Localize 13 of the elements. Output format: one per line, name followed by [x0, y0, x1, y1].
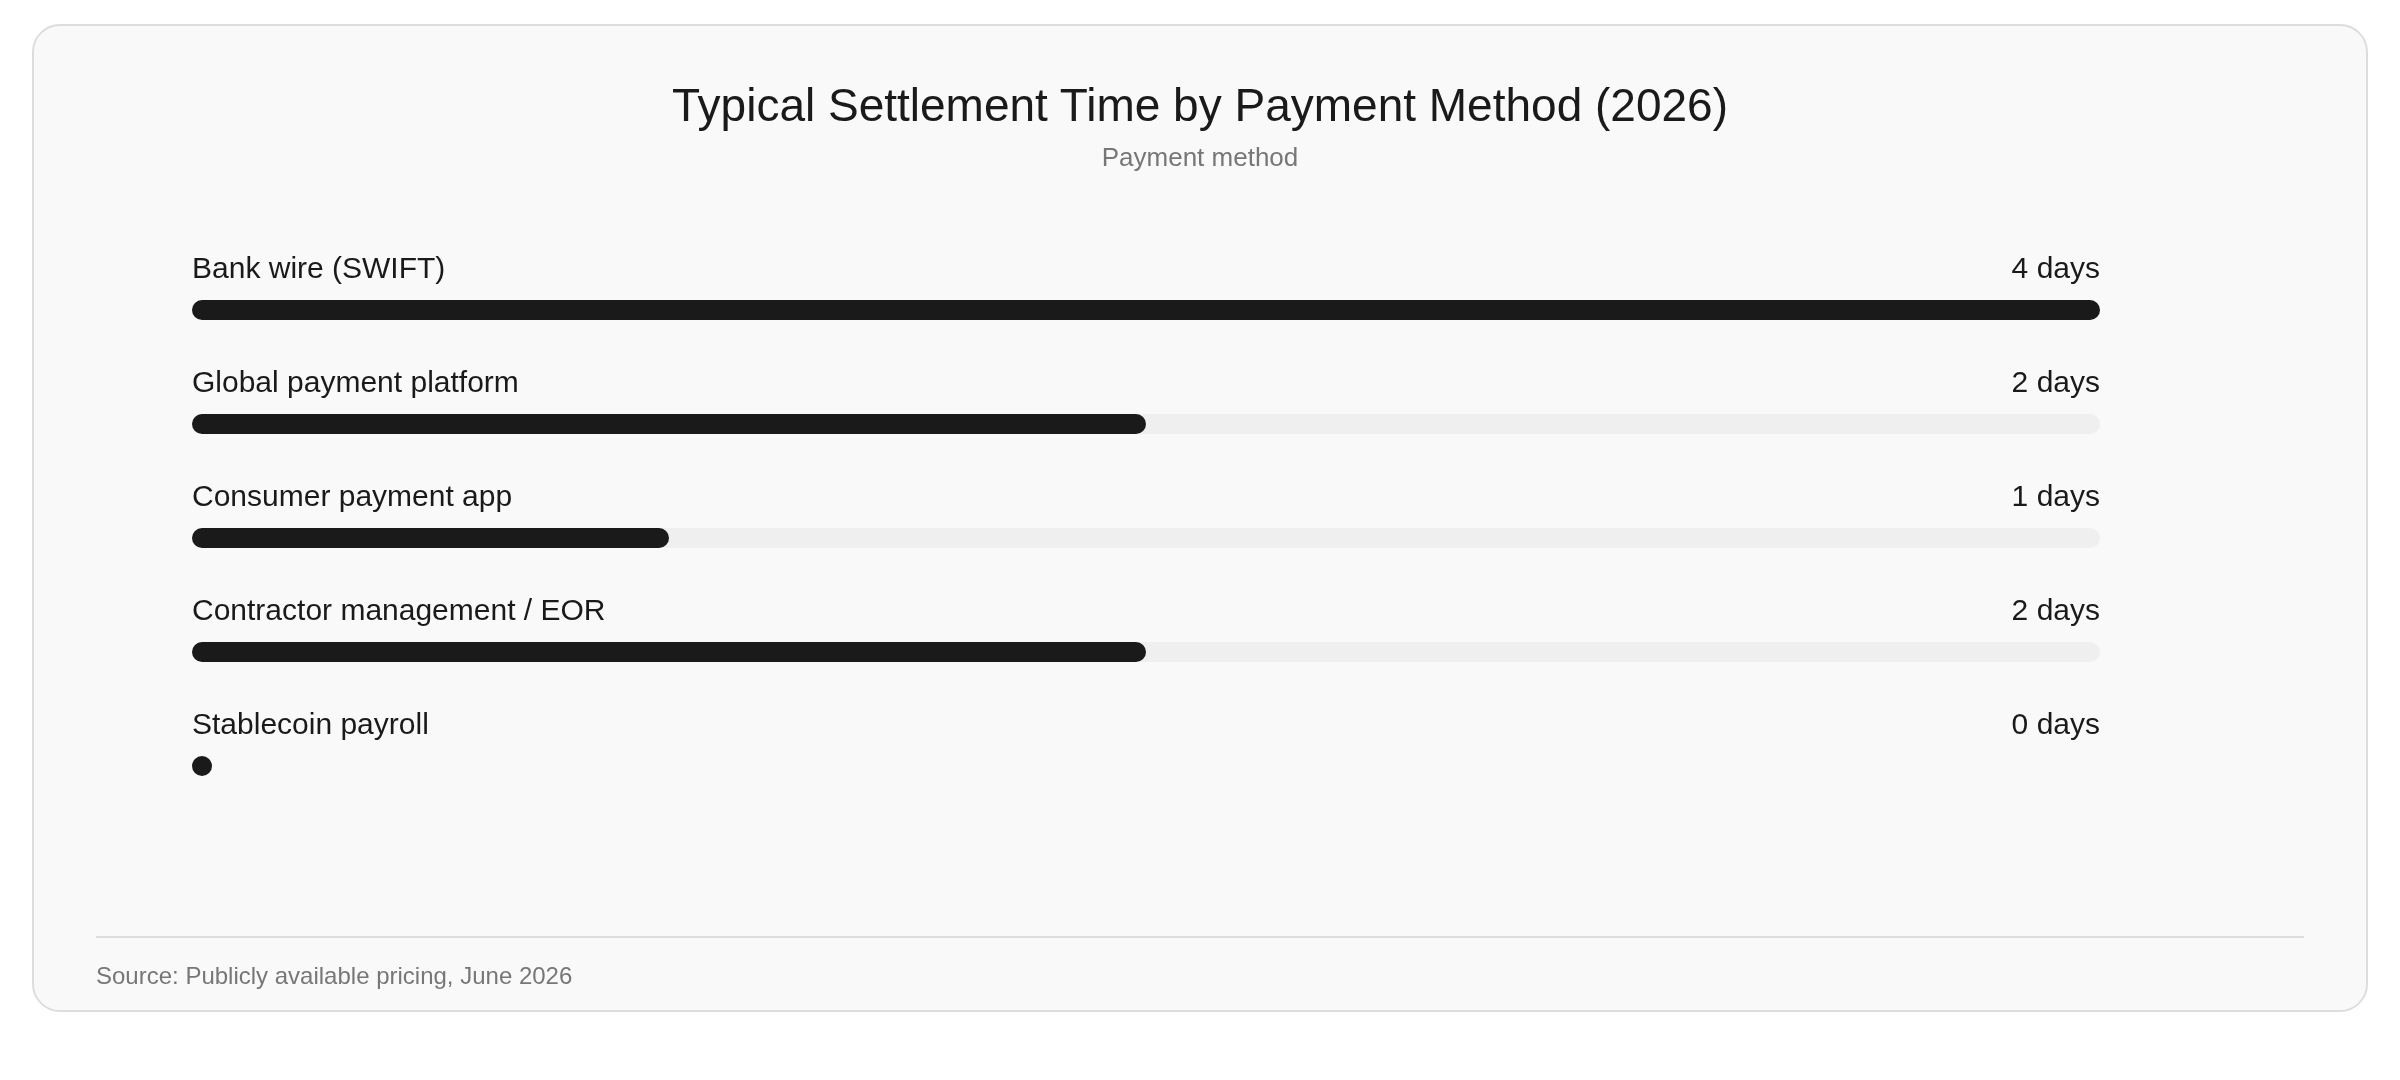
y-tick-label: Stablecoin payroll — [192, 707, 429, 740]
data-label: 2 days — [2011, 365, 2100, 398]
data-label: 4 days — [2011, 251, 2100, 284]
y-tick-label: Contractor management / EOR — [192, 593, 606, 626]
y-tick-label: Consumer payment app — [192, 479, 513, 512]
chart-title: Typical Settlement Time by Payment Method (2026) — [671, 78, 1729, 132]
chart-subtitle: Payment method — [1100, 142, 1300, 173]
data-label: 0 days — [2011, 707, 2100, 740]
y-tick-label: Global payment platform — [192, 365, 519, 398]
data-label: 2 days — [2011, 593, 2100, 626]
source-note: Source: Publicly available pricing, June 2026 — [96, 962, 574, 990]
y-tick-label: Bank wire (SWIFT) — [192, 251, 446, 284]
data-label: 1 days — [2011, 479, 2100, 512]
